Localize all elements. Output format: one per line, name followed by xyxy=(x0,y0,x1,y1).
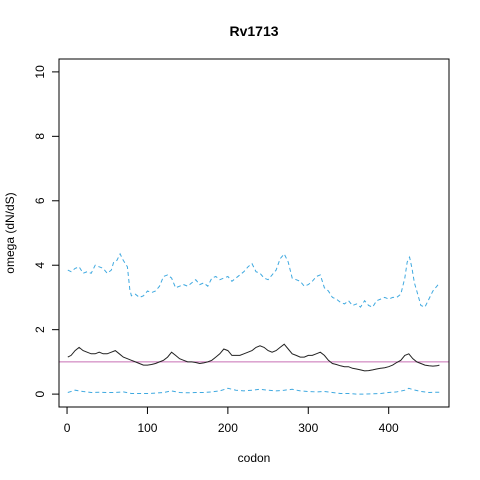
y-tick-label: 2 xyxy=(33,326,47,333)
y-tick-label: 4 xyxy=(33,262,47,269)
x-tick-label: 200 xyxy=(218,421,238,435)
x-axis-label: codon xyxy=(238,451,271,465)
y-tick-label: 0 xyxy=(33,390,47,397)
series-line-2 xyxy=(67,343,440,372)
y-tick-label: 6 xyxy=(33,197,47,204)
series-line-3 xyxy=(67,387,440,395)
x-tick-label: 100 xyxy=(137,421,157,435)
plot-area xyxy=(59,252,449,395)
y-tick-label: 10 xyxy=(33,65,47,79)
x-tick-label: 0 xyxy=(64,421,71,435)
x-tick-label: 400 xyxy=(379,421,399,435)
x-tick-label: 300 xyxy=(298,421,318,435)
plot-frame xyxy=(58,58,450,408)
y-tick-label: 8 xyxy=(33,133,47,140)
series-line-1 xyxy=(67,252,440,308)
y-axis-label: omega (dN/dS) xyxy=(3,192,17,273)
chart-title: Rv1713 xyxy=(229,23,278,39)
